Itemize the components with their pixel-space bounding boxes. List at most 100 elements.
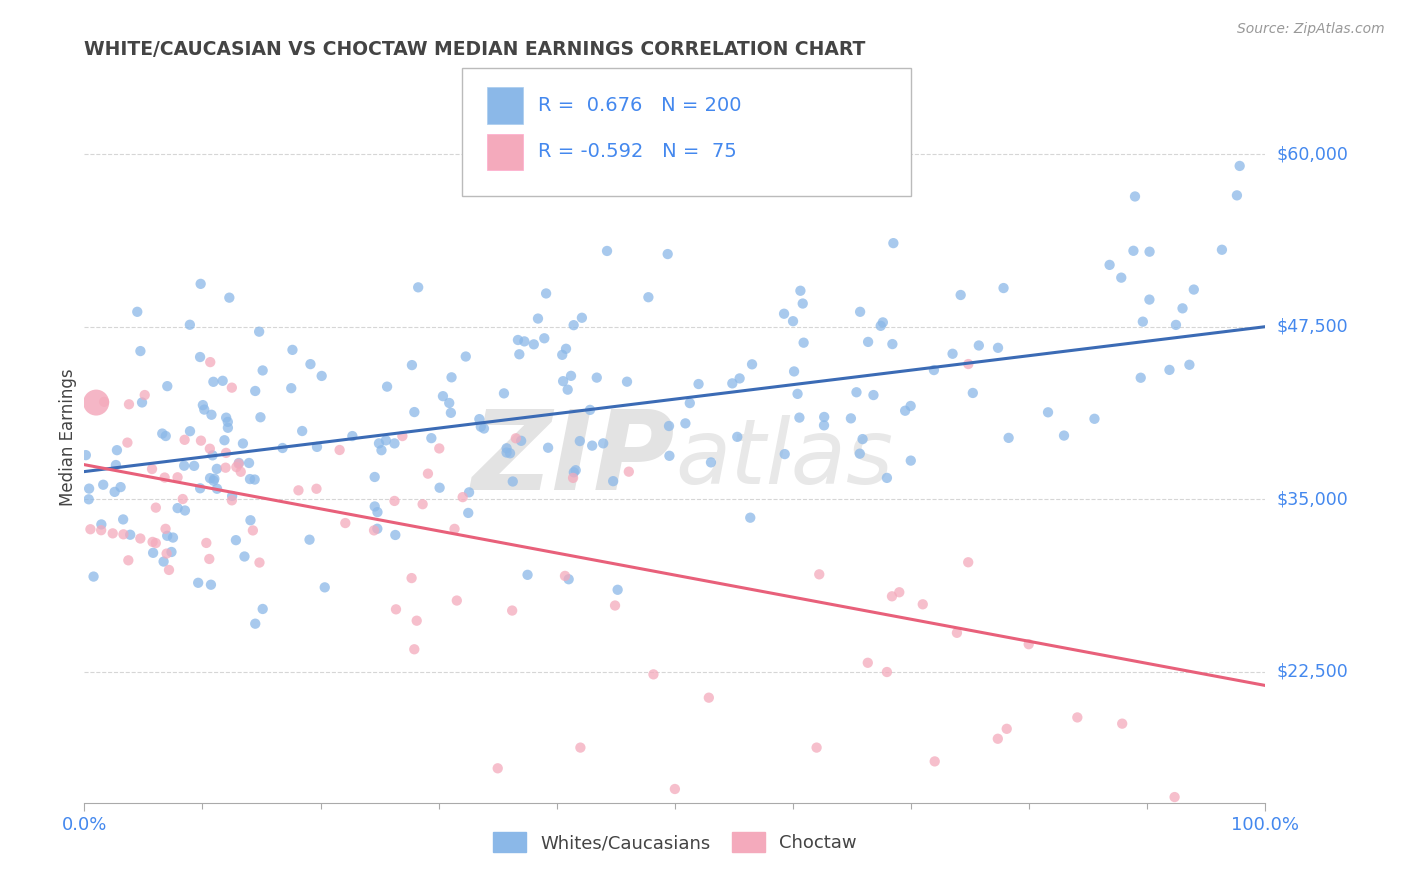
Point	[882, 337, 904, 351]
Point	[118, 397, 141, 411]
Point	[370, 443, 392, 458]
Point	[900, 399, 922, 413]
Point	[458, 485, 481, 500]
Point	[366, 505, 388, 519]
Point	[1083, 412, 1105, 426]
Point	[1098, 258, 1121, 272]
Point	[569, 740, 592, 755]
Point	[468, 412, 491, 426]
Point	[104, 458, 127, 472]
Text: R = -0.592   N =  75: R = -0.592 N = 75	[538, 143, 737, 161]
FancyBboxPatch shape	[486, 134, 523, 170]
Point	[741, 357, 763, 371]
Point	[876, 471, 898, 485]
Point	[557, 572, 579, 586]
Point	[439, 396, 461, 410]
Point	[502, 475, 524, 489]
Point	[962, 386, 984, 401]
Point	[537, 441, 560, 455]
Point	[427, 442, 450, 456]
Point	[225, 533, 247, 548]
Point	[173, 458, 195, 473]
Point	[506, 333, 529, 347]
Point	[225, 460, 247, 475]
Point	[1229, 159, 1251, 173]
Point	[862, 388, 884, 402]
Point	[513, 334, 536, 349]
Point	[900, 453, 922, 467]
Point	[470, 419, 492, 434]
Point	[214, 434, 236, 448]
Point	[129, 344, 152, 359]
Point	[1122, 244, 1144, 258]
Point	[658, 449, 681, 463]
Point	[993, 281, 1015, 295]
Point	[924, 755, 946, 769]
Point	[1159, 363, 1181, 377]
Point	[311, 368, 333, 383]
Point	[245, 384, 267, 398]
Point	[239, 513, 262, 527]
Point	[508, 347, 530, 361]
Point	[1036, 405, 1059, 419]
Point	[560, 368, 582, 383]
Point	[1226, 188, 1249, 202]
Point	[198, 471, 221, 485]
Point	[1066, 710, 1088, 724]
Point	[91, 477, 114, 491]
Point	[252, 602, 274, 616]
Point	[117, 435, 139, 450]
Point	[606, 582, 628, 597]
Point	[941, 347, 963, 361]
Point	[957, 357, 980, 371]
Point	[616, 375, 638, 389]
Point	[233, 549, 256, 564]
Point	[90, 523, 112, 537]
Point	[252, 363, 274, 377]
Point	[571, 310, 593, 325]
Point	[166, 501, 188, 516]
Point	[876, 665, 898, 679]
Point	[228, 456, 250, 470]
Text: $35,000: $35,000	[1277, 491, 1348, 508]
Point	[792, 296, 814, 310]
Point	[1109, 270, 1132, 285]
Point	[432, 389, 454, 403]
Text: Source: ZipAtlas.com: Source: ZipAtlas.com	[1237, 22, 1385, 37]
Point	[997, 431, 1019, 445]
Point	[1139, 244, 1161, 259]
Point	[198, 442, 221, 456]
Point	[375, 379, 398, 393]
Point	[156, 547, 179, 561]
Point	[239, 472, 262, 486]
Point	[773, 307, 796, 321]
Point	[505, 431, 527, 445]
Point	[157, 563, 180, 577]
Point	[287, 483, 309, 498]
Point	[238, 456, 260, 470]
Point	[228, 457, 250, 471]
Point	[922, 363, 945, 377]
Point	[523, 337, 546, 351]
Point	[83, 569, 105, 583]
Point	[581, 439, 603, 453]
Point	[179, 424, 201, 438]
Point	[451, 490, 474, 504]
Point	[211, 374, 233, 388]
Point	[596, 244, 619, 258]
Point	[967, 338, 990, 352]
Point	[957, 555, 980, 569]
Point	[562, 471, 585, 485]
Point	[150, 426, 173, 441]
Point	[1182, 283, 1205, 297]
Point	[420, 431, 443, 445]
Point	[1111, 716, 1133, 731]
Point	[728, 371, 751, 385]
Point	[851, 432, 873, 446]
Point	[457, 506, 479, 520]
Point	[793, 335, 815, 350]
Point	[551, 348, 574, 362]
Point	[145, 500, 167, 515]
Point	[911, 597, 934, 611]
Point	[401, 358, 423, 372]
